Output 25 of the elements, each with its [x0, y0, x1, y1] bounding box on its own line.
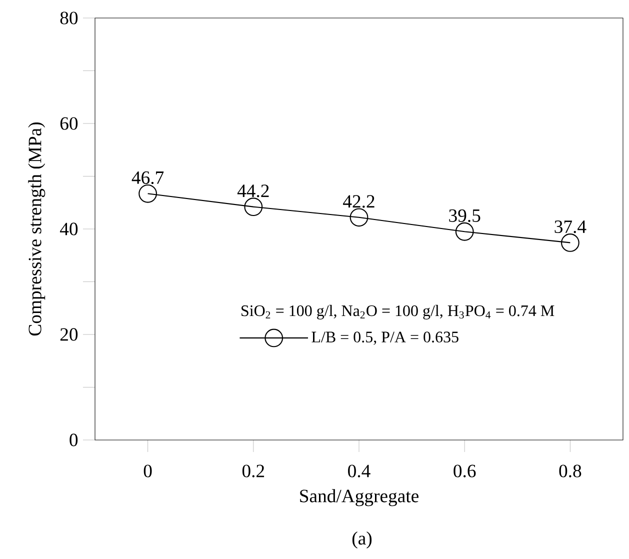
y-tick-label: 40	[60, 222, 78, 236]
legend-label: L/B = 0.5, P/A = 0.635	[312, 332, 458, 345]
data-label: 44.2	[237, 184, 269, 198]
x-tick-label: 0.4	[348, 464, 370, 478]
point	[350, 208, 368, 227]
x-axis-title: Sand/Aggregate	[300, 489, 418, 506]
text: (a)	[352, 532, 372, 548]
text: SiO$_{2}$ = 100 g/l, Na$_{2}$O = 100 g/l, H$_{3}$PO$_{4}$ = 0.74 M	[242, 304, 554, 320]
x-tick-label: 0.6	[454, 464, 476, 478]
point	[560, 234, 580, 252]
data-label: 42.2	[343, 195, 374, 208]
y-tick-label: 80	[60, 12, 78, 24]
point	[244, 198, 263, 216]
y-axis-title: Compressive strength (MPa)	[28, 122, 46, 336]
data-label: 37.4	[554, 220, 586, 234]
x-tick-label: 0	[144, 464, 152, 478]
point	[138, 184, 157, 203]
y-tick-label: 60	[60, 117, 78, 130]
x-tick-label: 0.8	[559, 464, 582, 478]
data-label: 46.7	[132, 171, 164, 184]
point	[455, 222, 474, 241]
y-tick-label: 0	[70, 434, 78, 446]
data-label: 39.5	[449, 209, 480, 222]
y-tick-label: 20	[60, 328, 78, 341]
x-tick-label: 0.2	[242, 464, 264, 478]
